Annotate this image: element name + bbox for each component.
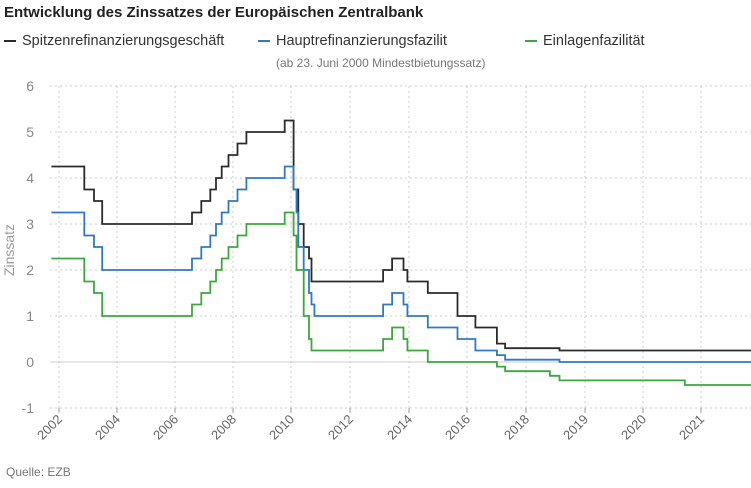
series-lines	[51, 119, 751, 386]
legend-item-spitzenrefinanzierung: Spitzenrefinanzierungsgeschäft	[4, 33, 224, 49]
x-tick-label: 2008	[208, 412, 239, 443]
y-tick-label: 6	[26, 78, 34, 94]
legend-item-hauptrefinanzierung: Hauptrefinanzierungsfazilit	[258, 33, 447, 49]
axes: -1 0 1 2 3 4 5 6 2002 2004 2006 2008 2010 2012 2014 201…	[22, 78, 708, 443]
y-axis-label: Zinssatz	[1, 224, 17, 276]
legend-label: Hauptrefinanzierungsfazilit	[276, 33, 447, 49]
legend-swatch-line-icon	[525, 40, 537, 42]
legend-note: (ab 23. Juni 2000 Mindestbietungssatz)	[276, 56, 486, 70]
y-tick-label: 5	[26, 124, 34, 140]
grid	[50, 85, 751, 409]
x-tick-label: 2006	[150, 412, 181, 443]
series-line-3	[51, 211, 751, 386]
x-tick-label: 2019	[560, 412, 591, 443]
x-tick-label: 2012	[325, 412, 356, 443]
x-tick-label: 2010	[266, 412, 297, 443]
legend-swatch-line-icon	[4, 40, 16, 42]
y-tick-label: -1	[22, 400, 35, 416]
x-tick-label: 2002	[34, 412, 65, 443]
x-tick-label: 2020	[618, 412, 649, 443]
x-tick-label: 2004	[92, 412, 123, 443]
source-note: Quelle: EZB	[6, 465, 71, 479]
x-tick-label: 2018	[501, 412, 532, 443]
x-tick-label: 2021	[676, 412, 707, 443]
chart-title: Entwicklung des Zinssatzes der Europäisc…	[4, 4, 424, 21]
legend-label: Spitzenrefinanzierungsgeschäft	[22, 33, 225, 49]
y-tick-label: 4	[26, 170, 34, 186]
x-tick-label: 2016	[442, 412, 473, 443]
y-tick-label: 2	[26, 262, 34, 278]
series-line-2	[51, 165, 751, 363]
y-tick-label: 1	[26, 308, 34, 324]
y-tick-label: 0	[26, 354, 34, 370]
y-tick-label: 3	[26, 216, 34, 232]
legend-swatch-line-icon	[258, 40, 270, 42]
legend-label: Einlagenfazilität	[543, 33, 645, 49]
x-tick-label: 2014	[384, 412, 415, 443]
legend-item-einlagenfazilitaet: Einlagenfazilität	[525, 33, 645, 49]
